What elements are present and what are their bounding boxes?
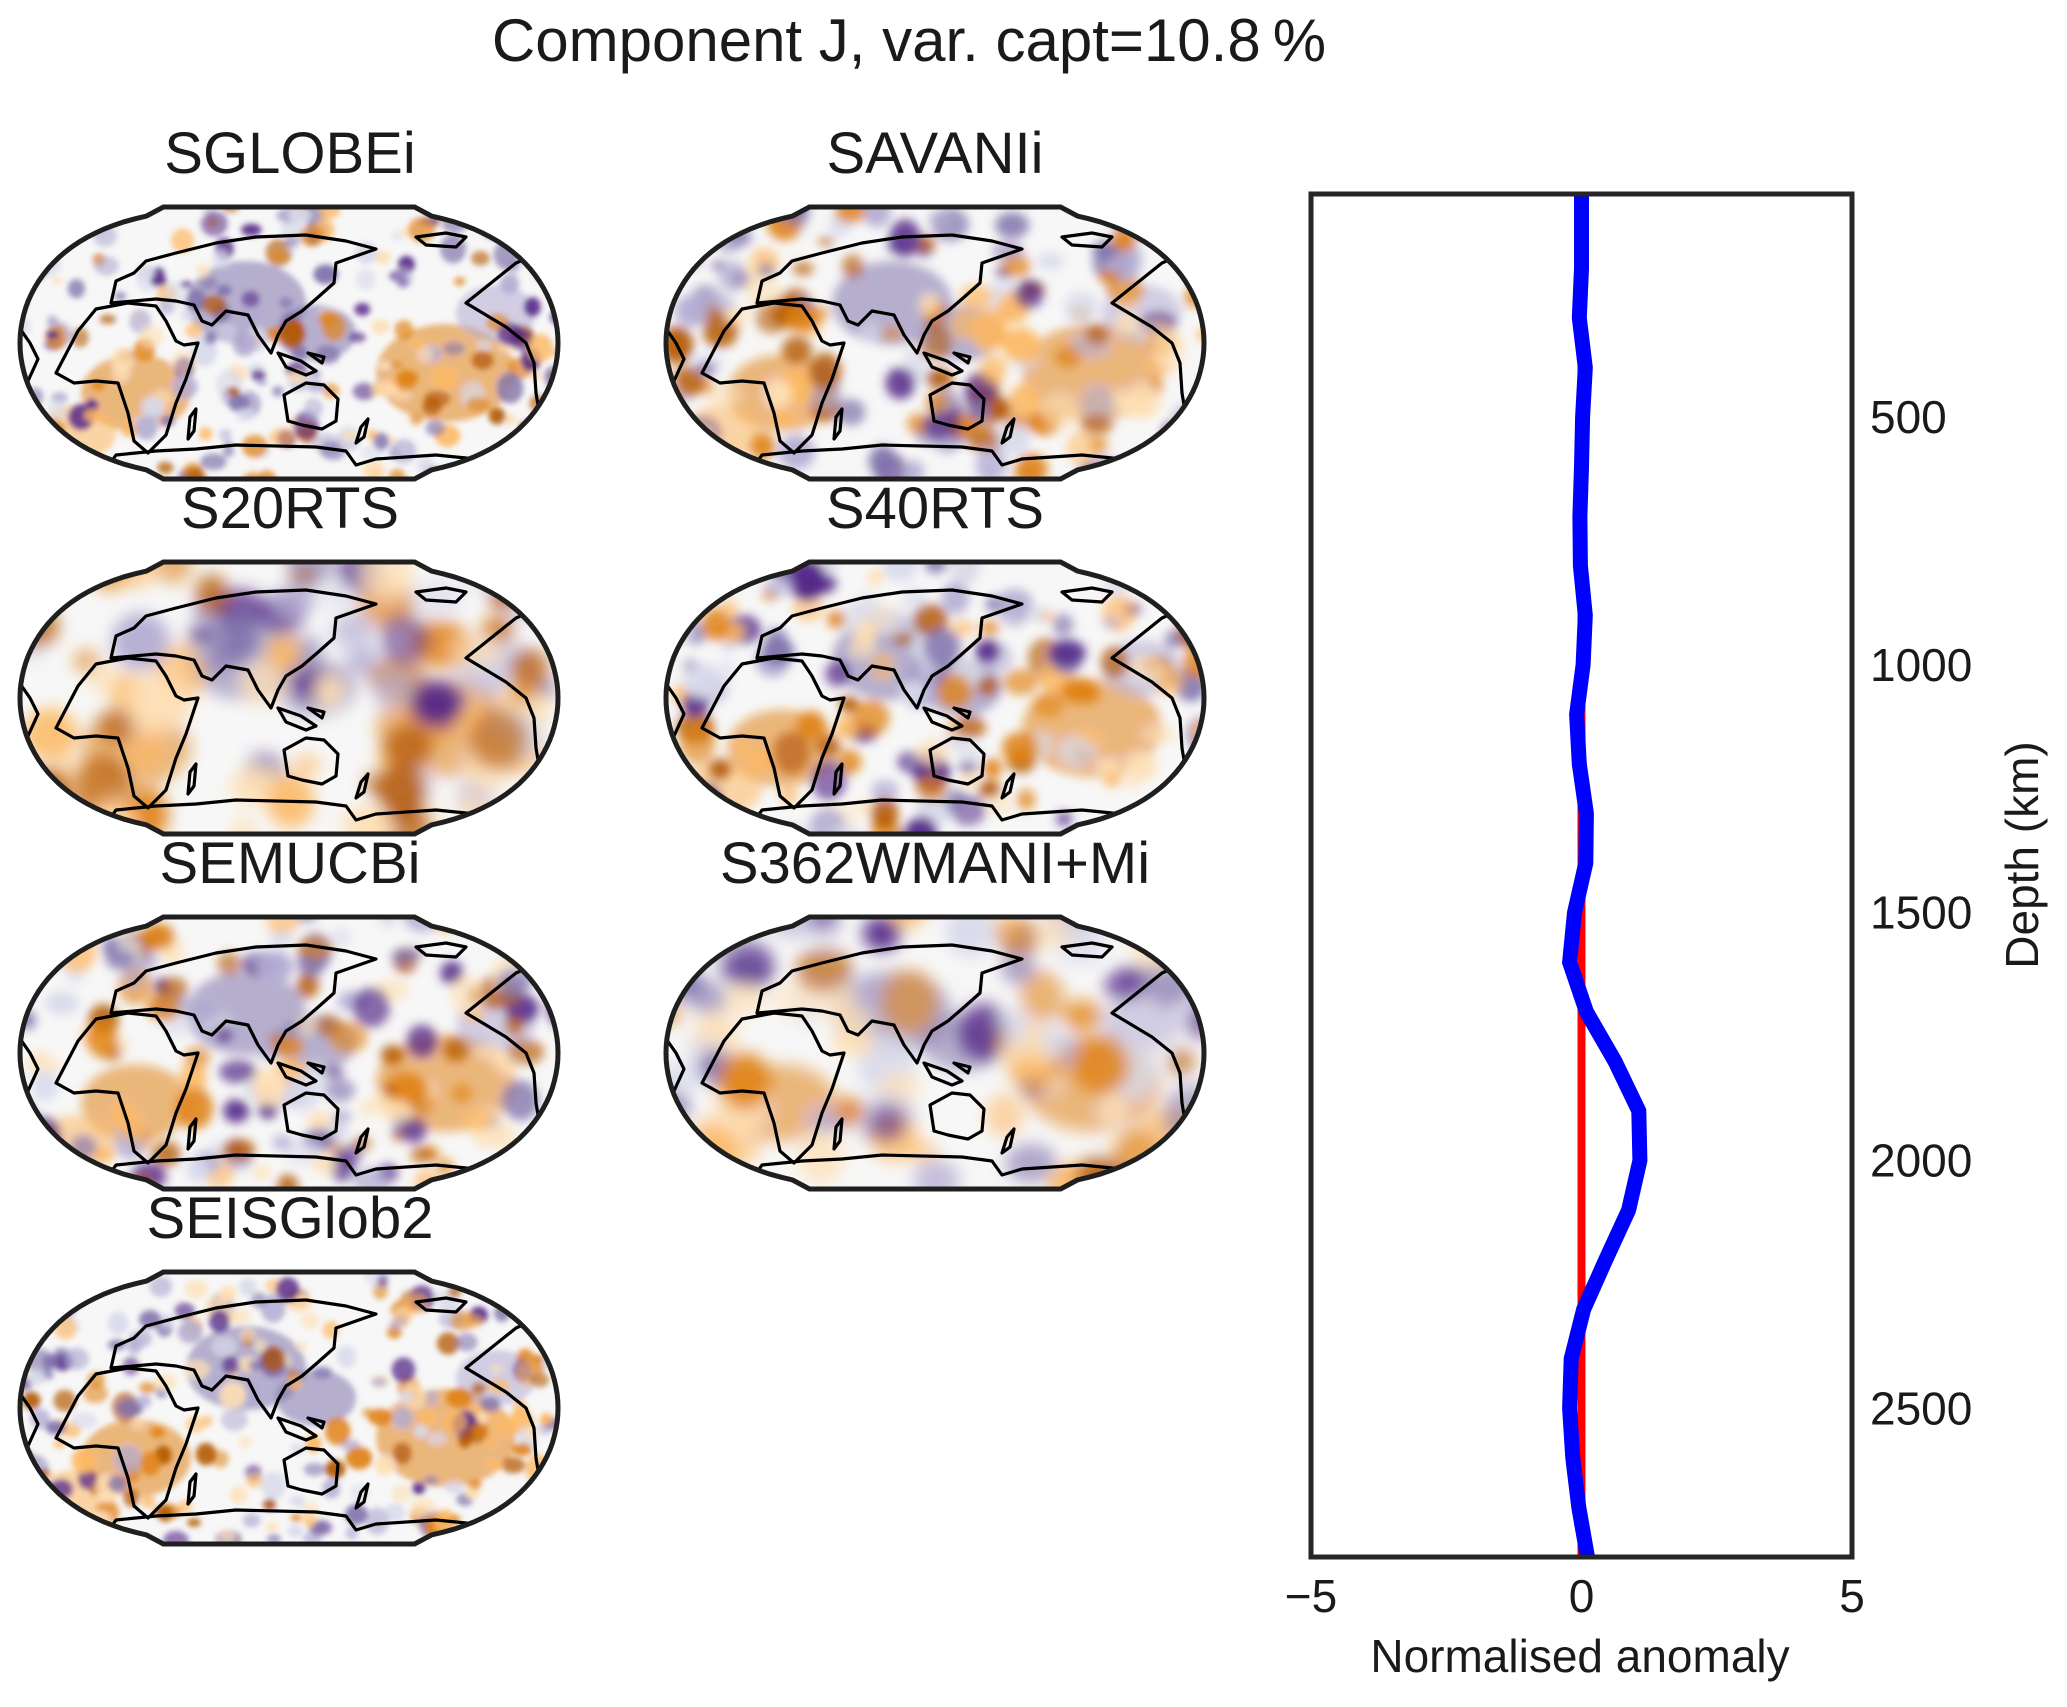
- map-title-sglobei: SGLOBEi: [164, 121, 416, 186]
- map-title-s40rts: S40RTS: [825, 476, 1045, 541]
- x-tick-label: 5: [1839, 1570, 1865, 1622]
- map-boundary: [663, 914, 1207, 1192]
- map-boundary: [17, 204, 561, 482]
- map-s362wmani: [663, 914, 1207, 1192]
- map-boundary: [17, 559, 561, 837]
- map-title-semucbi: SEMUCBi: [159, 831, 421, 896]
- coastlines: [20, 941, 558, 1180]
- map-boundary: [17, 1269, 561, 1547]
- y-tick-label: 1000: [1870, 639, 1972, 691]
- map-seisglob2: [17, 1269, 561, 1547]
- map-semucbi: [17, 914, 561, 1192]
- series-line-component-J-profile: [1561, 194, 1648, 1559]
- coastlines: [20, 231, 558, 470]
- y-axis-label: Depth (km): [1996, 741, 2048, 968]
- map-title-seisglob2: SEISGlob2: [146, 1186, 434, 1251]
- x-tick-label: 0: [1569, 1570, 1595, 1622]
- map-sglobei: [17, 204, 561, 482]
- anomaly-field: [20, 207, 558, 479]
- x-tick-label: −5: [1285, 1570, 1337, 1622]
- figure-suptitle: Component J, var. capt=10.8 %: [491, 7, 1327, 74]
- map-s20rts: [17, 559, 561, 837]
- plot-frame: [1308, 191, 1855, 1560]
- map-savanii: [663, 204, 1207, 482]
- map-boundary: [663, 204, 1207, 482]
- map-s40rts: [663, 559, 1207, 837]
- coastlines: [20, 586, 558, 825]
- y-tick-label: 2000: [1870, 1134, 1972, 1186]
- map-title-s362wmani: S362WMANI+Mi: [719, 831, 1151, 896]
- coastlines: [20, 1296, 558, 1535]
- coastlines: [666, 231, 1204, 470]
- y-tick-label: 500: [1870, 391, 1947, 443]
- map-title-s20rts: S20RTS: [180, 476, 400, 541]
- y-tick-label: 1500: [1870, 887, 1972, 939]
- map-boundary: [663, 559, 1207, 837]
- x-axis-label: Normalised anomaly: [1370, 1630, 1789, 1682]
- y-tick-label: 2500: [1870, 1382, 1972, 1434]
- map-boundary: [17, 914, 561, 1192]
- map-title-savanii: SAVANIi: [826, 121, 1044, 186]
